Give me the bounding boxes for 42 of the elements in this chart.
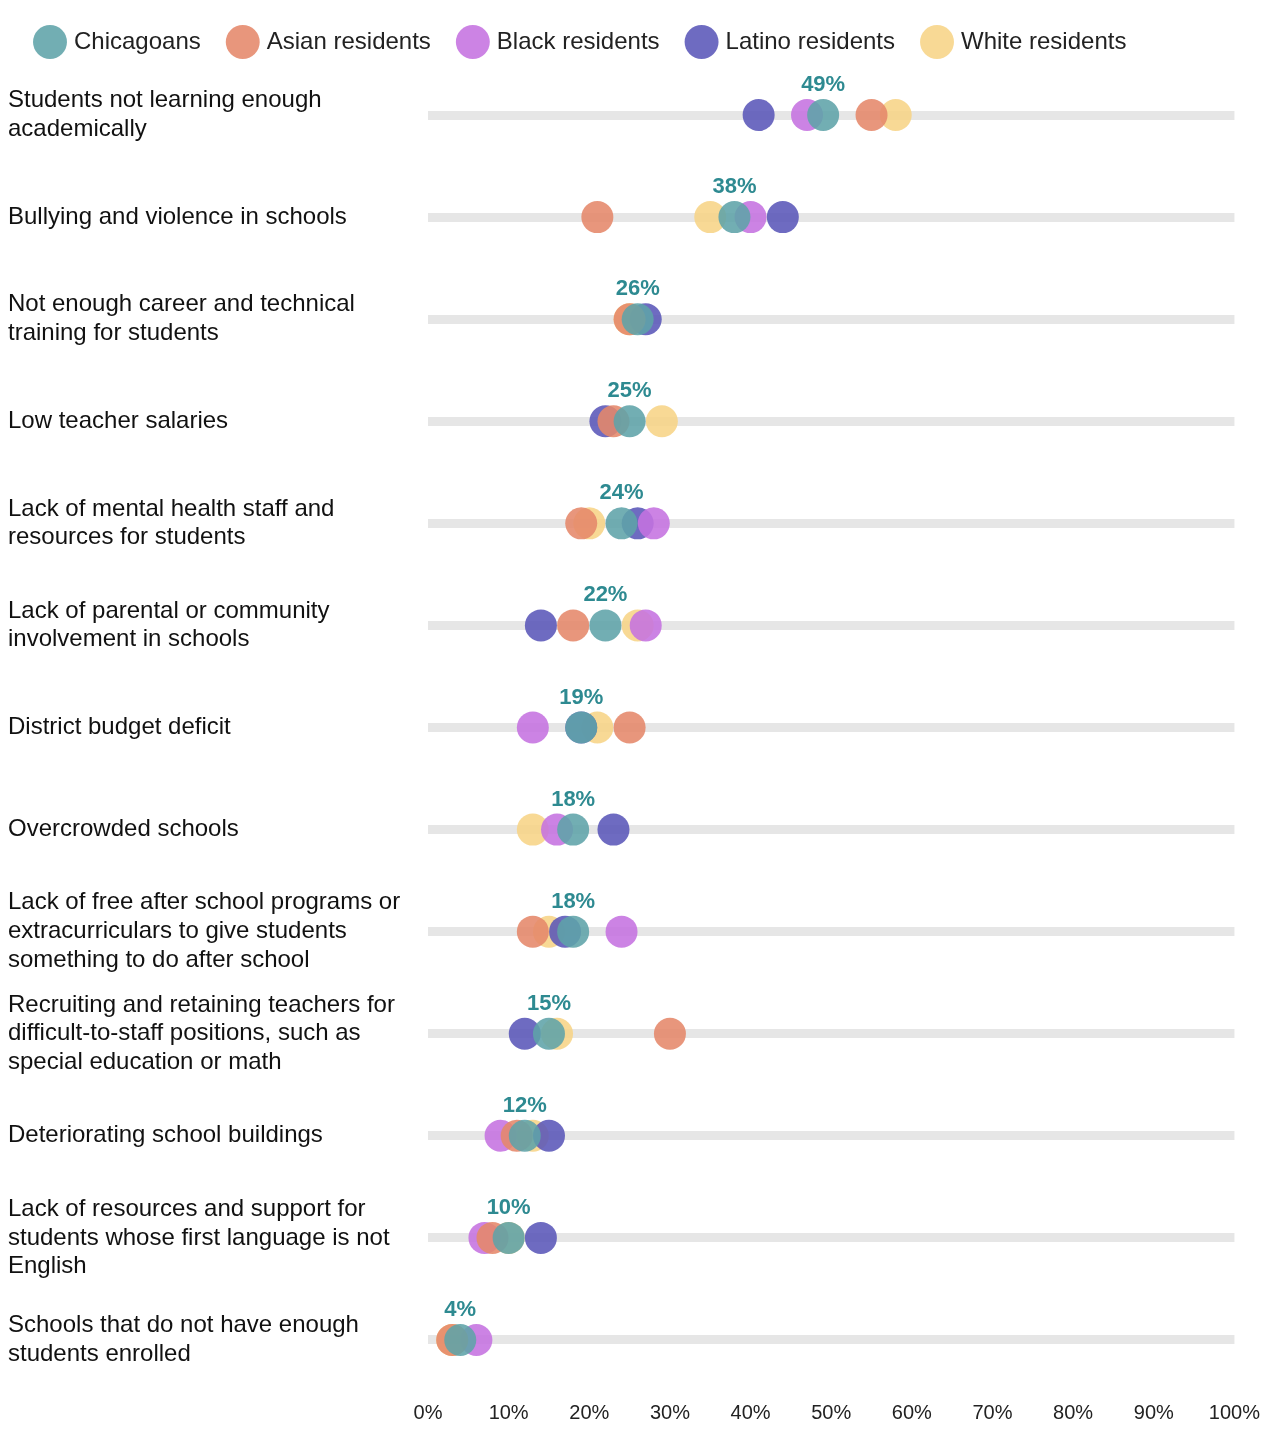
x-tick-label: 40%: [730, 1400, 771, 1423]
x-tick-label: 70%: [972, 1400, 1013, 1423]
x-tick-label: 60%: [891, 1400, 933, 1423]
data-label: 24%: [599, 479, 644, 505]
legend-label: Asian residents: [266, 26, 431, 54]
x-tick-label: 80%: [1053, 1400, 1094, 1423]
data-label: 19%: [559, 683, 604, 709]
x-tick-label: 20%: [569, 1400, 610, 1423]
x-tick-label: 0%: [413, 1400, 443, 1423]
data-label: 22%: [583, 581, 628, 607]
data-label: 26%: [615, 275, 660, 301]
y-tick-label: Schools that do not have enough students enrolled: [8, 1310, 359, 1366]
legend-label: Chicagoans: [74, 26, 201, 54]
y-tick-label: Deteriorating school buildings: [8, 1120, 323, 1148]
x-tick-label: 30%: [649, 1400, 691, 1423]
data-label: 15%: [526, 989, 571, 1015]
y-tick-label: Lack of resources and support for students whose first language is not English: [8, 1193, 390, 1279]
legend-label: White residents: [961, 26, 1127, 54]
y-tick-label: Students not learning enough academically: [8, 85, 322, 142]
y-tick-label: Bullying and violence in schools: [8, 201, 347, 229]
legend-label: Black residents: [496, 26, 660, 54]
data-label: 38%: [712, 173, 757, 199]
data-label: 25%: [607, 377, 652, 403]
y-tick-label: District budget deficit: [8, 712, 232, 740]
x-tick-label: 90%: [1133, 1400, 1175, 1423]
y-tick-label: Not enough career and technical training for students: [8, 289, 355, 346]
x-tick-label: 100%: [1208, 1400, 1261, 1423]
legend-label: Latino residents: [725, 26, 896, 54]
data-label: 18%: [551, 887, 596, 913]
data-label: 49%: [801, 71, 846, 97]
data-label: 10%: [486, 1193, 531, 1219]
y-tick-label: Overcrowded schools: [8, 814, 239, 842]
x-tick-label: 50%: [811, 1400, 852, 1423]
data-label: 4%: [444, 1296, 477, 1322]
y-tick-label: Lack of mental health staff and resources for students: [8, 493, 335, 550]
y-tick-label: Recruiting and retaining teachers for difficult-to-staff positions, such as special education or math: [8, 989, 395, 1075]
data-label: 18%: [551, 785, 596, 811]
x-tick-label: 10%: [488, 1400, 529, 1423]
y-tick-label: Lack of free after school programs or extracurriculars to give students something to do after school: [8, 887, 401, 973]
y-tick-label: Low teacher salaries: [8, 405, 229, 433]
data-label: 12%: [502, 1091, 547, 1117]
y-tick-label: Lack of parental or community involvement in schools: [8, 595, 330, 652]
